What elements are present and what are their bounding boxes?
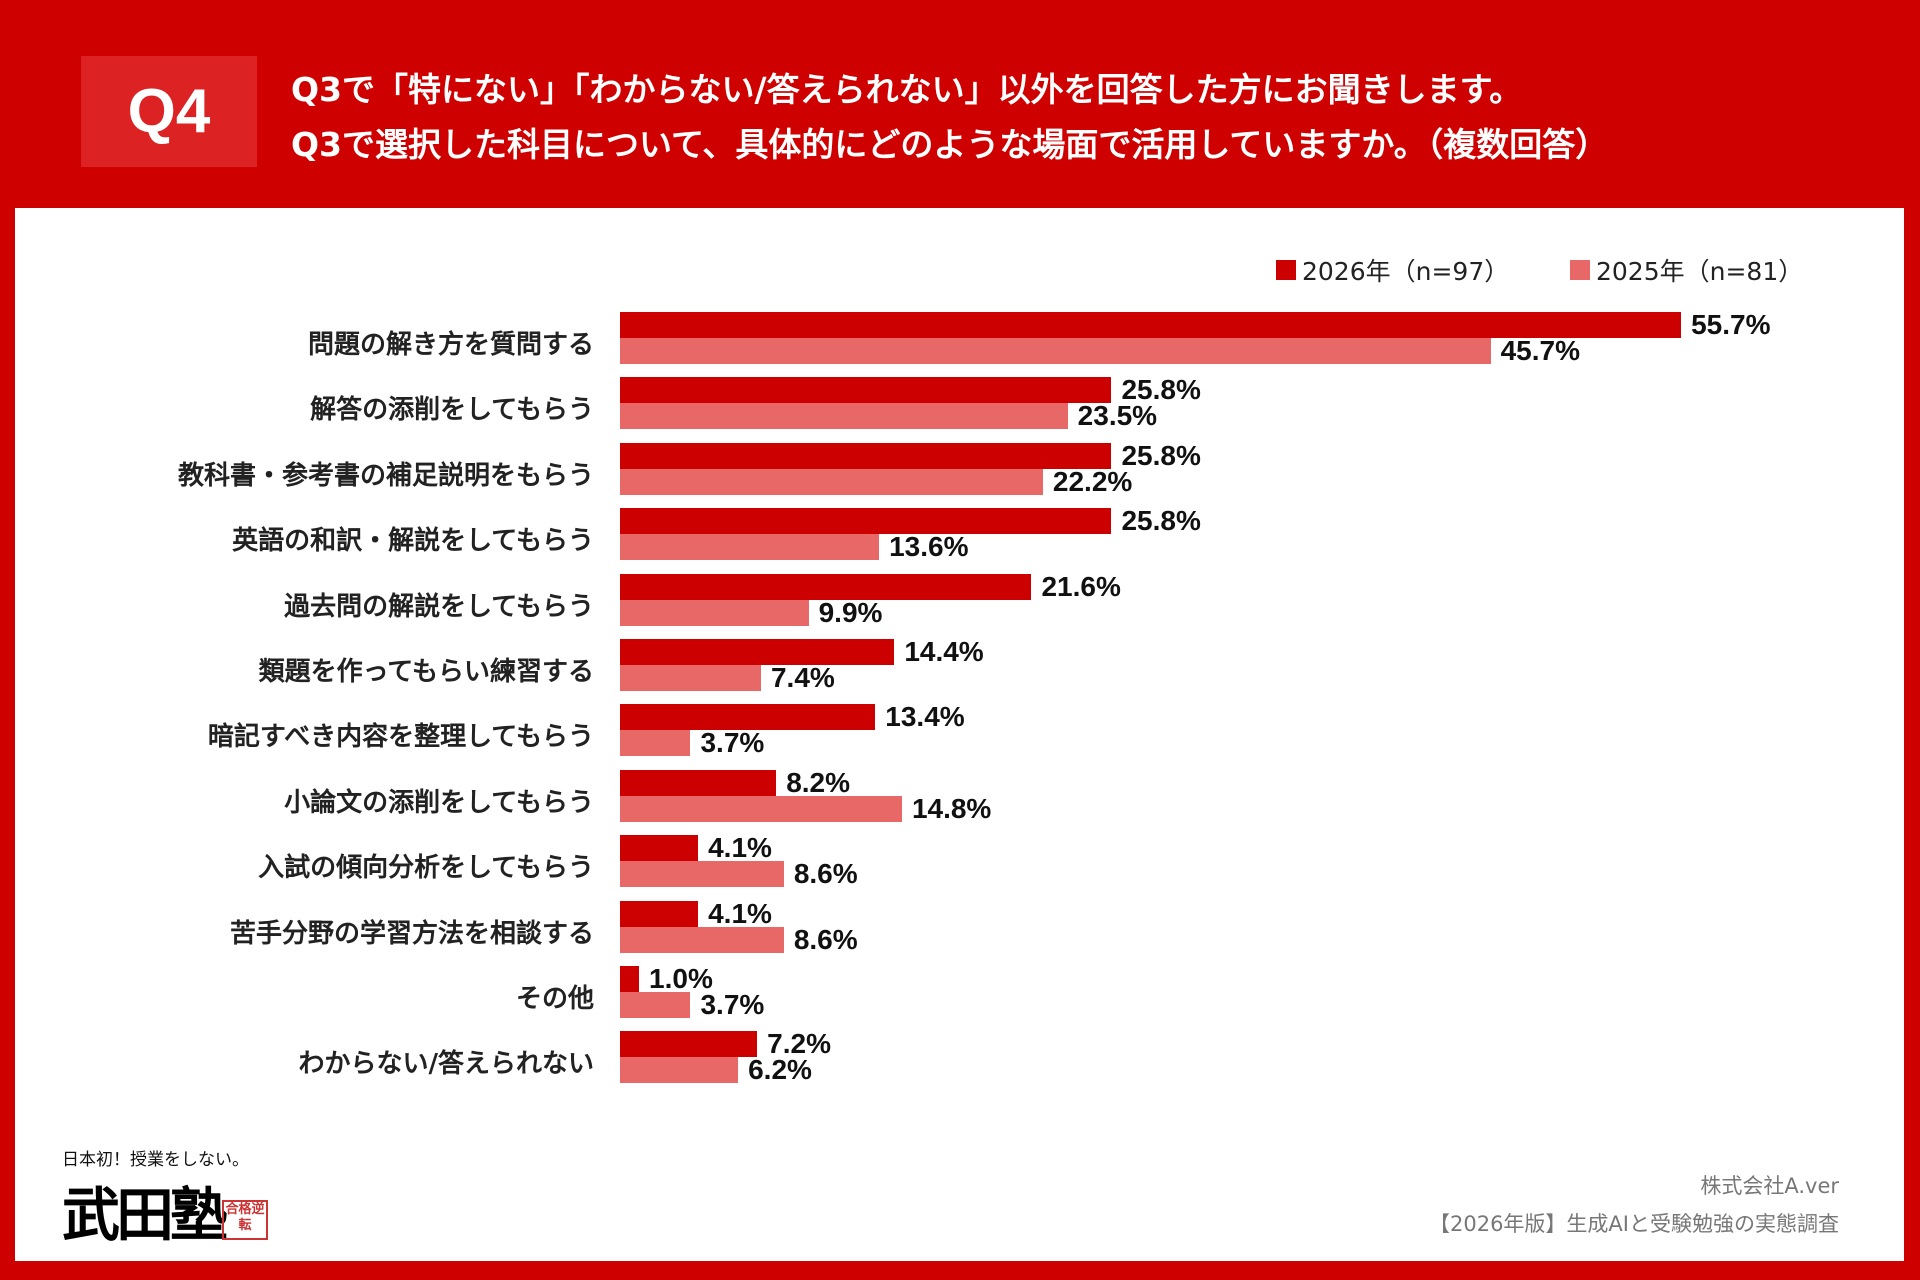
logo: 武田塾	[62, 1181, 228, 1249]
bar-2026	[620, 900, 699, 927]
data-label: 7.2%	[767, 1028, 831, 1060]
category-label: 解答の添削をしてもらう	[310, 395, 594, 426]
data-label: 3.7%	[700, 989, 765, 1020]
bar-2026	[620, 377, 1112, 404]
logo-stamp: 合格逆転	[222, 1200, 268, 1240]
category-label: 苦手分野の学習方法を相談する	[229, 918, 594, 949]
legend-item-2026: 2026年（n=97）	[1276, 252, 1509, 288]
bar-2026	[620, 704, 876, 731]
bar-2025	[620, 665, 761, 691]
bar-2026	[620, 573, 1032, 600]
bar-2025	[620, 992, 691, 1018]
footer-company: 株式会社A.ver	[1700, 1174, 1839, 1198]
category-label: 英語の和訳・解説をしてもらう	[232, 526, 594, 557]
bar-2025	[620, 926, 784, 953]
data-label: 14.8%	[911, 792, 992, 824]
bar-2026	[620, 769, 777, 796]
legend-item-2025: 2025年（n=81）	[1570, 252, 1803, 288]
category-label: わからない/答えられない	[298, 1049, 595, 1080]
legend-swatch-2026	[1276, 260, 1296, 280]
category-label: 暗記すべき内容を整理してもらう	[207, 722, 594, 753]
footer-survey: 【2026年版】生成AIと受験勉強の実態調査	[1428, 1212, 1839, 1236]
data-label: 13.6%	[889, 531, 969, 563]
bar-2025	[620, 861, 784, 888]
data-label: 25.8%	[1121, 505, 1201, 537]
data-label: 7.4%	[770, 662, 835, 693]
data-label: 14.4%	[904, 636, 984, 667]
bar-2026	[620, 639, 895, 665]
data-label: 25.8%	[1121, 439, 1201, 471]
bar-2026	[620, 442, 1112, 469]
question-badge: Q4	[81, 56, 257, 167]
data-label: 8.2%	[786, 766, 851, 798]
data-label: 4.1%	[708, 897, 772, 929]
bar-2026	[620, 966, 640, 992]
data-label: 4.1%	[708, 832, 772, 864]
question-line-1: Q3で「特にない」「わからない/答えられない」以外を回答した方にお聞きします。	[291, 70, 1523, 109]
data-label: 45.7%	[1500, 335, 1580, 366]
category-label: 問題の解き方を質問する	[307, 330, 594, 360]
data-label: 8.6%	[793, 923, 858, 955]
logo-tagline: 日本初！授業をしない。	[62, 1150, 249, 1170]
bar-2025	[620, 730, 691, 757]
data-label: 21.6%	[1041, 570, 1121, 602]
category-label: その他	[515, 984, 594, 1014]
data-label: 6.2%	[748, 1054, 812, 1086]
category-label: 過去問の解説をしてもらう	[284, 591, 594, 622]
data-label: 22.2%	[1052, 465, 1133, 497]
question-title: Q3で「特にない」「わからない/答えられない」以外を回答した方にお聞きします。 …	[291, 62, 1608, 172]
data-label: 9.9%	[818, 596, 883, 628]
bar-2025	[620, 403, 1068, 430]
data-label: 23.5%	[1077, 400, 1158, 432]
bar-2025	[620, 795, 902, 822]
question-line-2: Q3で選択した科目について、具体的にどのような場面で活用していますか。（複数回答…	[291, 125, 1609, 164]
category-label: 教科書・参考書の補足説明をもらう	[177, 460, 594, 491]
legend-swatch-2025	[1570, 260, 1590, 280]
category-label: 入試の傾向分析をしてもらう	[258, 853, 594, 884]
bar-2026	[620, 1031, 758, 1058]
data-label: 8.6%	[793, 858, 858, 890]
category-label: 類題を作ってもらい練習する	[258, 657, 594, 687]
bar-2025	[620, 468, 1043, 495]
data-label: 25.8%	[1121, 374, 1201, 406]
data-label: 13.4%	[885, 701, 965, 733]
legend-label-2026: 2026年（n=97）	[1302, 257, 1510, 286]
data-label: 55.7%	[1691, 309, 1771, 340]
legend-label-2025: 2025年（n=81）	[1596, 257, 1804, 286]
bar-2026	[620, 508, 1112, 535]
category-label: 小論文の添削をしてもらう	[284, 787, 594, 818]
bar-2025	[620, 534, 880, 561]
bar-2026	[620, 312, 1682, 338]
bar-2025	[620, 338, 1491, 364]
bar-2026	[620, 835, 699, 862]
bar-2025	[620, 599, 809, 626]
data-label: 1.0%	[649, 963, 713, 994]
bar-2025	[620, 1057, 739, 1084]
data-label: 3.7%	[700, 727, 765, 759]
